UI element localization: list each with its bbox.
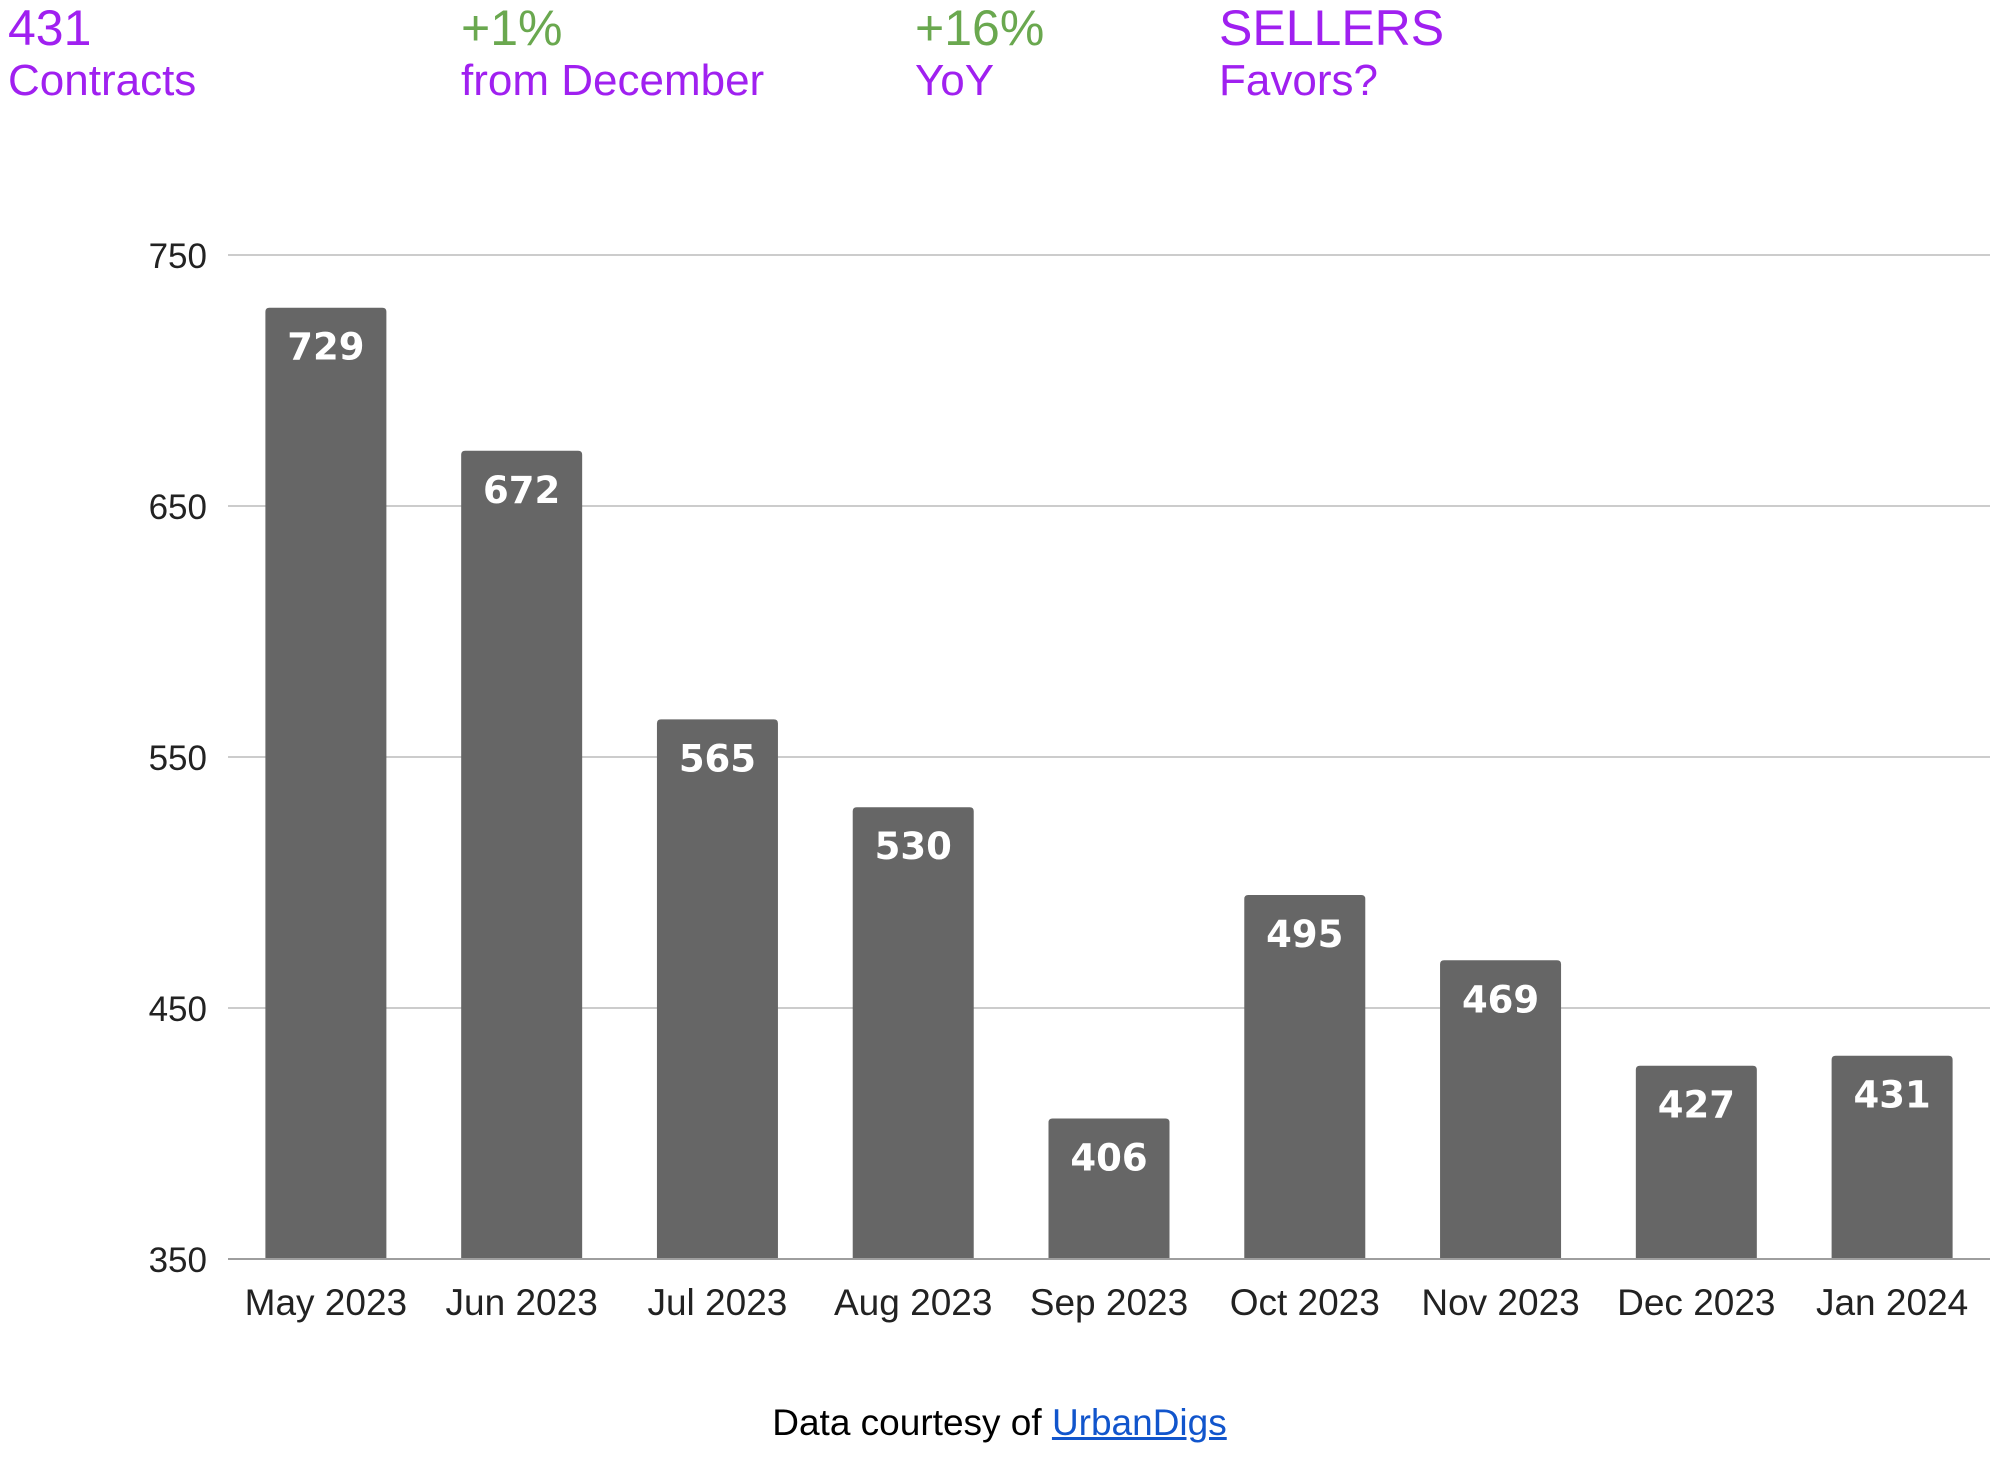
bar xyxy=(656,719,778,1259)
stat-market-favor: SELLERS Favors? xyxy=(1219,0,1444,105)
stat-monthly-change: +1% from December xyxy=(461,0,764,105)
stat-yoy-change: +16% YoY xyxy=(915,0,1044,105)
y-tick-label: 750 xyxy=(149,237,207,276)
bar-value-label: 469 xyxy=(1462,978,1539,1021)
stat-monthly-change-value: +1% xyxy=(461,0,563,56)
y-tick-label: 450 xyxy=(149,990,207,1029)
stat-monthly-change-label: from December xyxy=(461,56,765,105)
x-tick-label: Oct 2023 xyxy=(1230,1282,1380,1323)
x-tick-label: Dec 2023 xyxy=(1617,1282,1775,1323)
bar xyxy=(1048,1118,1170,1259)
bar-value-label: 530 xyxy=(875,825,952,868)
stat-contracts: 431 Contracts xyxy=(8,0,196,105)
y-tick-label: 550 xyxy=(149,739,207,778)
bar-value-label: 495 xyxy=(1266,913,1343,956)
x-tick-label: Sep 2023 xyxy=(1030,1282,1188,1323)
y-tick-label: 650 xyxy=(149,488,207,527)
bar-value-label: 565 xyxy=(679,737,756,780)
bar-value-label: 431 xyxy=(1853,1074,1930,1117)
stat-market-favor-label: Favors? xyxy=(1219,56,1378,105)
stat-yoy-change-label: YoY xyxy=(915,56,995,105)
stat-contracts-label: Contracts xyxy=(8,56,197,105)
y-tick-label: 350 xyxy=(149,1241,207,1280)
bar xyxy=(265,307,387,1260)
credit-prefix: Data courtesy of xyxy=(772,1402,1042,1443)
bar xyxy=(461,450,583,1259)
data-source-credit: Data courtesy of UrbanDigs xyxy=(0,1402,1999,1444)
stat-yoy-change-value: +16% xyxy=(915,0,1045,56)
x-tick-label: Jan 2024 xyxy=(1816,1282,1968,1323)
bar xyxy=(1831,1055,1953,1259)
x-tick-label: Nov 2023 xyxy=(1421,1282,1579,1323)
x-tick-label: Jun 2023 xyxy=(446,1282,598,1323)
bar-value-label: 672 xyxy=(483,469,560,512)
bar-value-label: 729 xyxy=(287,326,364,369)
x-tick-label: Jul 2023 xyxy=(647,1282,787,1323)
urbandigs-link[interactable]: UrbanDigs xyxy=(1051,1402,1227,1443)
bar-value-label: 427 xyxy=(1658,1084,1735,1127)
bar-value-label: 406 xyxy=(1070,1136,1147,1179)
x-tick-label: Aug 2023 xyxy=(834,1282,992,1323)
bar xyxy=(852,807,974,1259)
x-tick-label: May 2023 xyxy=(245,1282,408,1323)
stat-contracts-value: 431 xyxy=(8,0,92,56)
stat-market-favor-value: SELLERS xyxy=(1219,0,1445,56)
bar xyxy=(1635,1065,1757,1259)
bar xyxy=(1244,895,1366,1259)
bar xyxy=(1440,960,1562,1259)
